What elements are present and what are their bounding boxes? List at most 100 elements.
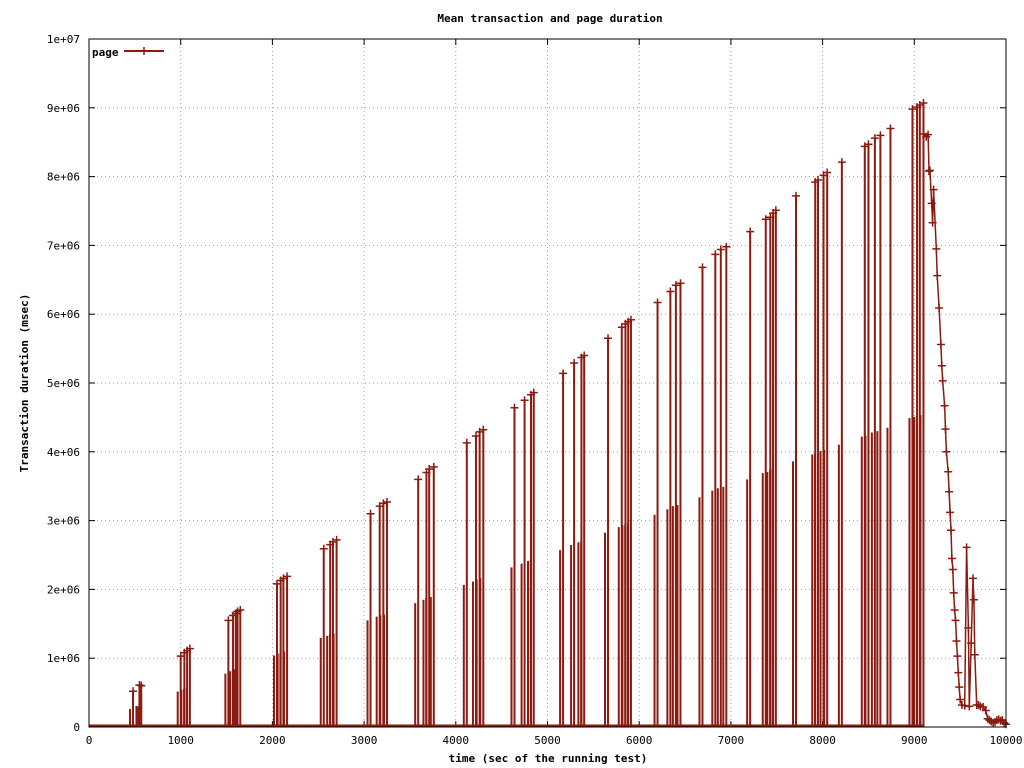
data-point: [837, 158, 846, 167]
data-point: [236, 606, 245, 615]
data-point: [414, 475, 423, 484]
data-point: [946, 508, 955, 517]
data-point: [948, 565, 957, 574]
data-point: [936, 340, 945, 349]
data-point: [1000, 718, 1009, 727]
data-point: [940, 401, 949, 410]
data-point: [949, 588, 958, 597]
x-tick-label: 8000: [809, 734, 836, 747]
data-point: [319, 544, 328, 553]
data-point: [383, 498, 392, 507]
legend-label-page: page: [92, 46, 119, 59]
data-point: [950, 606, 959, 615]
data-point: [933, 271, 942, 280]
data-point: [224, 616, 233, 625]
data-point: [666, 287, 675, 296]
y-tick-label: 9e+06: [47, 102, 80, 115]
data-point: [332, 535, 341, 544]
y-tick-label: 1e+07: [47, 33, 80, 46]
data-point: [570, 359, 579, 368]
data-point: [876, 131, 885, 140]
data-point: [929, 185, 938, 194]
data-point: [956, 695, 965, 704]
x-tick-label: 9000: [901, 734, 928, 747]
y-tick-label: 7e+06: [47, 239, 80, 252]
data-point: [185, 644, 194, 653]
data-point: [137, 681, 146, 690]
data-point: [925, 166, 934, 175]
data-point: [974, 700, 983, 709]
data-point: [366, 509, 375, 518]
data-point: [965, 702, 974, 711]
legend-marker-page: [140, 47, 148, 55]
x-tick-label: 3000: [351, 734, 378, 747]
y-tick-label: 1e+06: [47, 652, 80, 665]
data-point: [955, 683, 964, 692]
data-point: [771, 206, 780, 215]
data-point: [626, 315, 635, 324]
x-tick-label: 10000: [989, 734, 1022, 747]
x-axis-label: time (sec of the running test): [449, 752, 648, 765]
data-point: [970, 650, 979, 659]
data-point: [919, 98, 928, 107]
data-point: [981, 706, 990, 715]
data-point: [283, 572, 292, 581]
data-point: [176, 652, 185, 661]
data-point: [823, 168, 832, 177]
data-point: [908, 105, 917, 114]
data-point: [967, 639, 976, 648]
data-point: [604, 334, 613, 343]
y-axis-label: Transaction duration (msec): [18, 294, 31, 473]
x-tick-label: 6000: [626, 734, 653, 747]
data-point: [520, 396, 529, 405]
plot-frame: [88, 38, 1007, 728]
data-point: [698, 263, 707, 272]
data-point: [941, 425, 950, 434]
y-tick-label: 2e+06: [47, 583, 80, 596]
data-point: [953, 652, 962, 661]
data-point: [653, 298, 662, 307]
x-tick-label: 1000: [167, 734, 194, 747]
data-point: [814, 176, 823, 185]
data-point: [129, 687, 138, 696]
data-point: [935, 304, 944, 313]
data-point: [272, 579, 281, 588]
data-point: [617, 323, 626, 332]
data-point: [722, 242, 731, 251]
data-point: [671, 281, 680, 290]
y-tick-label: 6e+06: [47, 308, 80, 321]
x-tick-label: 4000: [443, 734, 470, 747]
data-point: [462, 438, 471, 447]
ticks: 0 1000 2000 3000 4000 5000 6000 7000 8000 9000 100…: [47, 33, 1023, 747]
data-point: [479, 425, 488, 434]
data-point: [954, 668, 963, 677]
data-point: [425, 465, 434, 473]
data-point: [510, 403, 519, 412]
data-point: [716, 245, 725, 254]
data-point: [951, 616, 960, 625]
data-point: [676, 279, 685, 288]
data-point: [928, 218, 937, 227]
data-point: [870, 134, 879, 143]
y-tick-label: 8e+06: [47, 171, 80, 184]
data-point: [947, 554, 956, 563]
data-point: [580, 351, 589, 360]
y-tick-label: 5e+06: [47, 377, 80, 390]
series-page: [89, 98, 1010, 729]
data-point: [942, 447, 951, 456]
data-point: [946, 526, 955, 535]
y-tick-label: 0: [73, 721, 80, 734]
y-tick-label: 4e+06: [47, 446, 80, 459]
data-point: [952, 637, 961, 645]
data-point: [471, 431, 480, 440]
data-point: [927, 199, 936, 208]
data-point: [864, 140, 873, 149]
data-point: [429, 462, 438, 471]
data-point: [746, 227, 755, 236]
data-point: [886, 124, 895, 133]
data-point: [945, 487, 954, 496]
legend: page: [92, 46, 164, 59]
data-point: [792, 191, 801, 200]
data-point: [969, 595, 978, 604]
